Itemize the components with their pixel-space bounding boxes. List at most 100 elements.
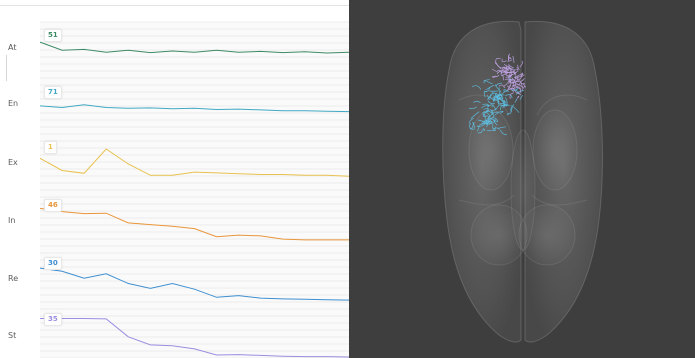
fiber-strand: [494, 111, 503, 116]
fiber-strand: [493, 127, 496, 130]
fiber-strand: [482, 108, 489, 116]
track-line-in[interactable]: [39, 207, 349, 241]
track-value-badge-in: 46: [44, 199, 62, 212]
fiber-strand: [510, 104, 515, 112]
fiber-strand: [513, 76, 521, 81]
fiber-strand: [500, 91, 507, 98]
fiber-strand: [516, 73, 524, 79]
fiber-strand: [492, 96, 500, 103]
track-value-badge-at: 51: [44, 29, 62, 42]
fiber-strand: [499, 91, 504, 99]
fiber-strand: [491, 117, 499, 122]
fiber-strand: [504, 97, 508, 104]
track-label-st: St: [8, 331, 17, 340]
fiber-strand: [476, 125, 480, 132]
fiber-strand: [472, 85, 482, 90]
fiber-strand: [506, 85, 515, 93]
fiber-strand: [510, 105, 520, 113]
fiber-strand: [517, 92, 522, 96]
fiber-strand: [495, 84, 500, 91]
track-label-en: En: [8, 99, 19, 108]
fiber-strand: [517, 95, 520, 99]
fiber-strand: [517, 74, 525, 82]
fiber-strand: [472, 121, 476, 129]
fiber-strand: [515, 86, 522, 93]
fiber-strand: [469, 123, 475, 130]
fiber-strand: [512, 55, 515, 64]
track-line-en[interactable]: [39, 104, 349, 113]
top-divider: [0, 5, 349, 6]
fiber-strand: [504, 73, 510, 79]
fiber-strand: [487, 94, 492, 101]
fiber-strand: [520, 72, 523, 78]
fiber-strand: [477, 129, 483, 134]
fiber-strand: [495, 82, 502, 87]
fiber-strand: [483, 79, 493, 85]
fiber-strand: [486, 118, 496, 125]
fiber-strand: [518, 79, 524, 86]
fiber-strand: [483, 90, 487, 98]
fiber-strand: [490, 111, 500, 113]
fiber-strand: [516, 64, 519, 73]
fiber-strand: [512, 87, 518, 94]
fiber-strand: [499, 110, 504, 115]
fiber-strand: [516, 86, 522, 90]
track-line-at[interactable]: [39, 41, 349, 54]
fiber-strand: [492, 75, 500, 78]
fiber-strand: [498, 126, 507, 129]
fiber-strand: [485, 85, 495, 91]
fiber-strand: [473, 100, 481, 103]
fiber-strand: [486, 112, 494, 120]
fiber-strand: [478, 119, 484, 122]
tracks-chart: [39, 21, 349, 358]
fiber-strand: [505, 65, 509, 72]
fiber-strand: [489, 119, 493, 124]
fiber-strand: [498, 97, 504, 106]
fiber-strand: [499, 103, 509, 106]
fiber-strand: [498, 87, 502, 92]
track-line-ex[interactable]: [39, 148, 349, 177]
fiber-strand: [520, 81, 523, 89]
fiber-strand: [486, 129, 497, 132]
fiber-strand: [505, 94, 513, 99]
fiber-strand: [470, 111, 480, 119]
fiber-strand: [519, 60, 523, 68]
track-value-badge-re: 30: [44, 257, 62, 270]
brain-3d-viewer[interactable]: [349, 0, 695, 358]
fiber-strand: [506, 74, 511, 77]
fiber-strand: [469, 121, 475, 130]
fiber-tract-cluster[interactable]: [469, 53, 526, 135]
brain-render[interactable]: [349, 0, 695, 358]
fiber-strand: [507, 107, 513, 114]
fiber-strand: [499, 129, 508, 135]
track-label-at: At: [8, 43, 17, 52]
fiber-strand: [508, 64, 514, 69]
fiber-strand: [508, 72, 517, 77]
fiber-strand: [481, 105, 490, 109]
track-label-in: In: [8, 216, 16, 225]
track-line-re[interactable]: [39, 267, 349, 301]
fiber-strand: [495, 93, 502, 97]
fiber-strand: [490, 104, 500, 112]
selection-marker: [6, 55, 7, 81]
fiber-strand: [508, 65, 511, 71]
fiber-strand: [509, 92, 514, 99]
track-line-st[interactable]: [40, 318, 349, 358]
tracks-panel: At 51 En 71 Ex 1 In 46 Re 30 St 35: [0, 5, 349, 358]
fiber-strand: [494, 126, 500, 130]
fiber-strand: [500, 72, 509, 77]
fiber-strand: [514, 73, 517, 82]
fiber-strand: [495, 57, 501, 64]
fiber-strand: [505, 68, 508, 73]
fiber-strand: [487, 100, 496, 104]
fiber-strand: [492, 92, 500, 96]
fiber-strand: [483, 79, 490, 84]
fiber-strand: [483, 115, 490, 120]
fiber-strand: [508, 56, 512, 59]
track-label-ex: Ex: [8, 158, 18, 167]
brain-inner-structures: [458, 94, 588, 266]
track-label-re: Re: [8, 274, 19, 283]
fiber-strand: [519, 94, 524, 100]
fiber-strand: [503, 79, 510, 87]
fiber-strand: [509, 79, 516, 86]
